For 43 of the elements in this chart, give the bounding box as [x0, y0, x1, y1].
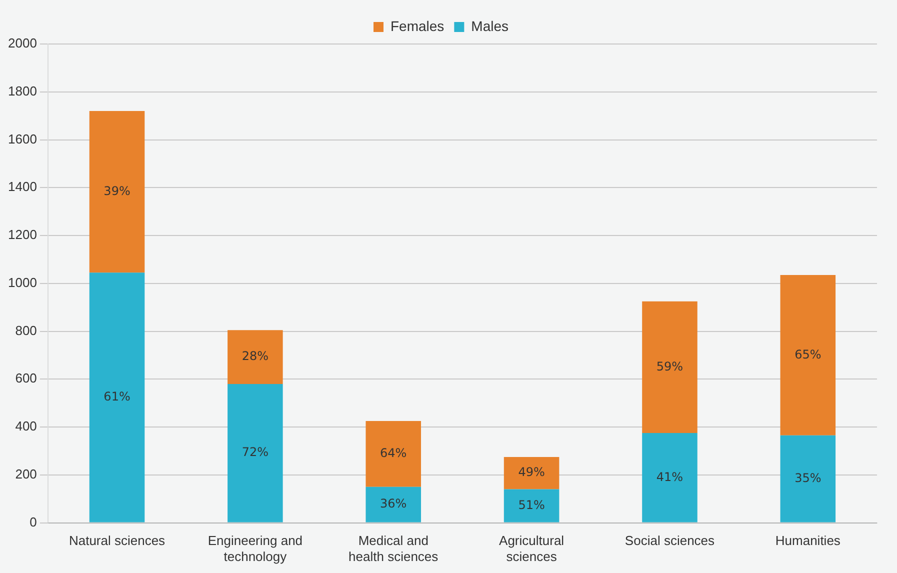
- annotation: 35%: [794, 470, 822, 485]
- x-tick-label: Engineering and technology: [208, 533, 303, 564]
- bar: [780, 435, 836, 522]
- legend-label: Males: [471, 18, 509, 34]
- y-tick-label: 1800: [8, 83, 37, 98]
- bar: [504, 456, 560, 490]
- y-tick-label: 600: [15, 370, 37, 386]
- annotation: 28%: [242, 349, 269, 364]
- bar: [780, 275, 836, 436]
- y-tick-label: 2000: [8, 36, 37, 51]
- y-tick-label: 1400: [8, 179, 37, 194]
- y-tick-label: 1200: [8, 227, 37, 242]
- x-tick-label: Medical and health sciences: [348, 533, 439, 564]
- x-tick-label: Natural sciences: [68, 533, 166, 548]
- y-tick-label: 0: [30, 514, 37, 530]
- annotation: 64%: [380, 446, 407, 460]
- annotation: 72%: [242, 445, 269, 460]
- annotation: 59%: [656, 359, 684, 374]
- annotation: 36%: [380, 496, 407, 511]
- bar: [366, 486, 422, 522]
- annotation: 65%: [794, 347, 822, 362]
- bar: [366, 421, 422, 487]
- bar: [642, 433, 698, 522]
- x-tick-label: Humanities: [775, 533, 841, 548]
- bar: [504, 489, 560, 522]
- bar: [228, 330, 283, 384]
- y-tick-label: 800: [15, 322, 37, 338]
- bar: [642, 301, 698, 434]
- annotation: 39%: [104, 184, 130, 198]
- annotation: 41%: [656, 470, 684, 484]
- y-tick-label: 1000: [8, 274, 37, 290]
- bar: [89, 111, 145, 273]
- legend-label: Females: [390, 18, 444, 34]
- y-tick-label: 1600: [8, 131, 37, 146]
- bar: [89, 272, 145, 522]
- x-tick-label: Social sciences: [624, 533, 716, 548]
- y-tick-label: 400: [15, 418, 37, 434]
- annotation: 51%: [518, 498, 545, 512]
- bar: [228, 384, 283, 522]
- annotation: 61%: [104, 390, 130, 404]
- annotation: 49%: [518, 465, 545, 480]
- x-tick-label: Agricultural sciences: [499, 533, 564, 564]
- y-tick-label: 200: [15, 466, 37, 482]
